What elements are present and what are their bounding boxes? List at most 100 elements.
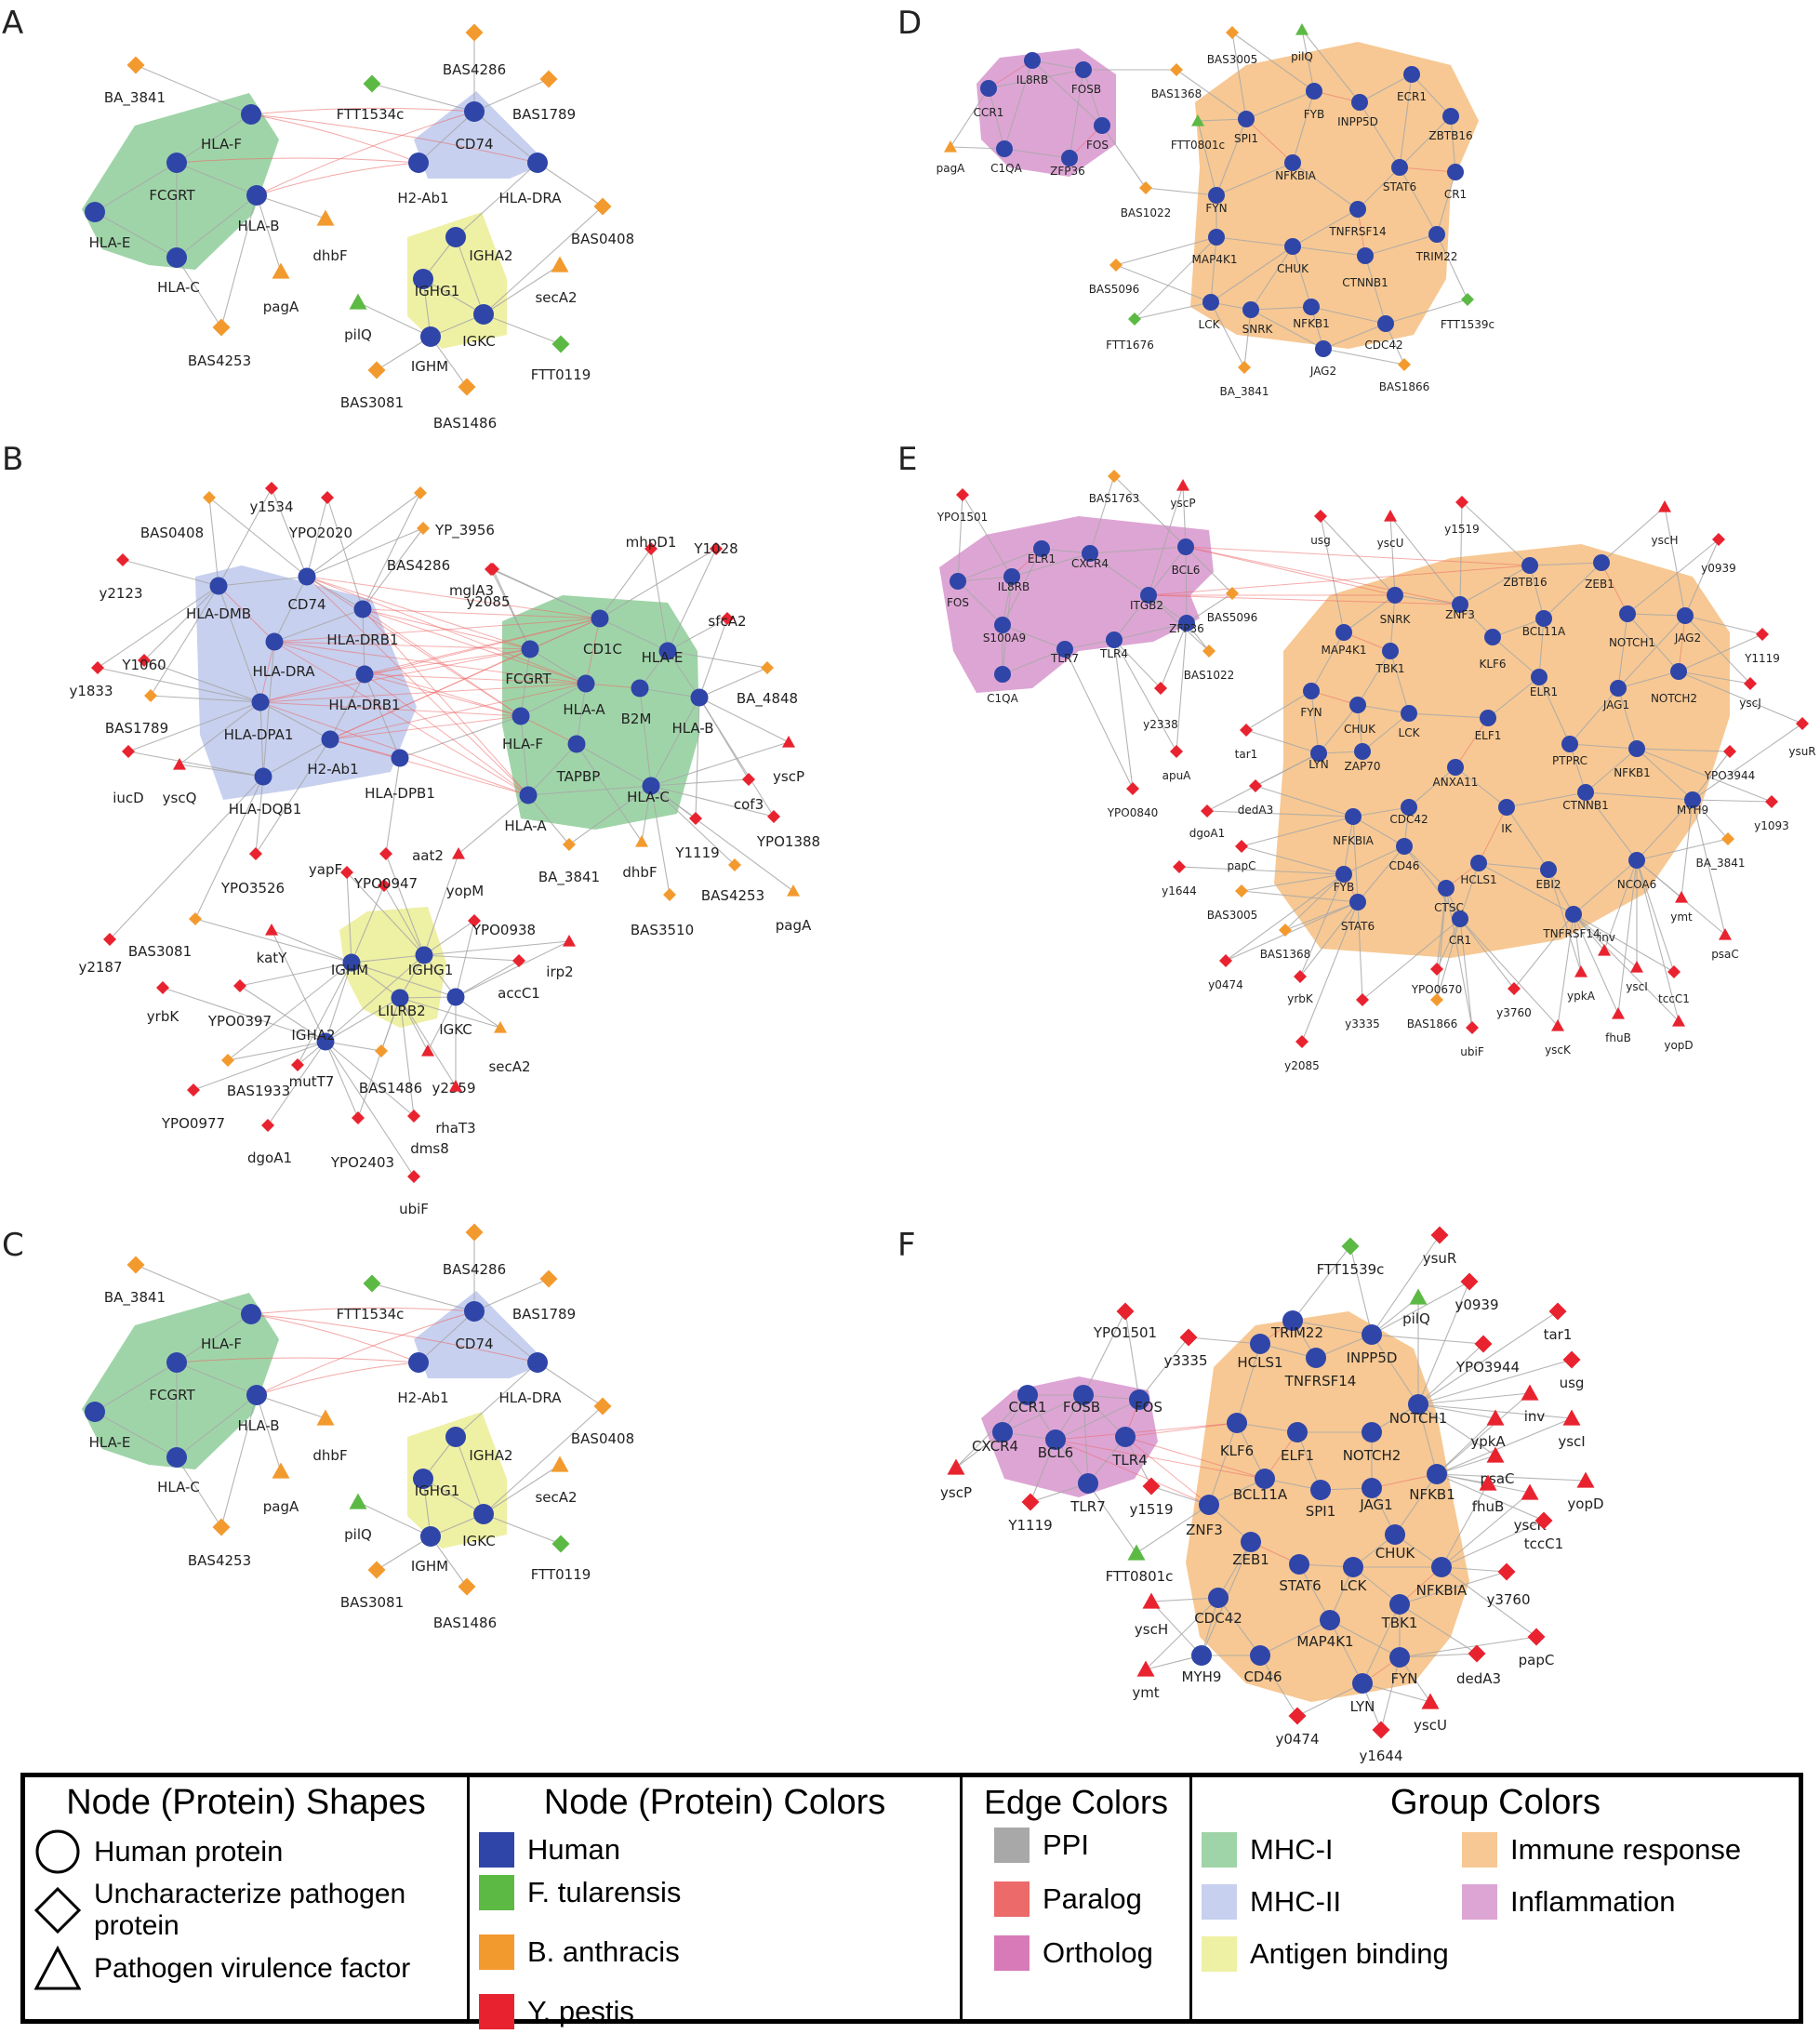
node-label: pilQ <box>1291 50 1313 63</box>
ppi-edge <box>455 1362 538 1438</box>
ppi-edge <box>399 996 457 999</box>
node-label: yscJ <box>1739 697 1761 710</box>
human-protein-node <box>1403 66 1420 83</box>
node-label: BAS1866 <box>1407 1017 1458 1030</box>
node-label: mglA3 <box>449 582 494 599</box>
node-lyn: LYN <box>1309 745 1329 771</box>
ppi-edge <box>1087 1482 1137 1554</box>
legend: Node (Protein) Shapes Human protein Unch… <box>20 1773 1803 2029</box>
node-label: BAS5096 <box>1089 283 1140 296</box>
node-label: ymt <box>1132 1684 1159 1701</box>
node-label: HLA-B <box>237 1417 279 1434</box>
node-label: BAS4253 <box>188 352 251 369</box>
node-y1644: y1644 <box>1162 860 1197 897</box>
group-hull-inflammation <box>939 516 1214 693</box>
node-ccr1: CCR1 <box>974 80 1003 119</box>
human-protein-node <box>1140 587 1157 604</box>
legend-edge-label: Ortholog <box>1043 1936 1153 1969</box>
ppi-edge <box>1664 506 1686 617</box>
ppi-edge <box>1573 913 1680 1022</box>
node-label: YPO3526 <box>220 880 285 897</box>
node-ighm: IGHM <box>411 326 448 375</box>
node-label: BAS1486 <box>433 415 497 432</box>
node-label: CD74 <box>455 1336 493 1352</box>
ppi-edge <box>1115 236 1217 266</box>
human-protein-node <box>246 185 267 206</box>
node-label: CD74 <box>455 136 493 153</box>
ppi-edge <box>1292 1320 1373 1336</box>
node-label: HLA-DRA <box>499 1389 563 1406</box>
ppi-edge <box>1389 650 1410 714</box>
uncharacterized-protein-node <box>563 838 576 851</box>
node-y2187: y2187 <box>78 933 123 976</box>
ppi-edge <box>1441 1566 1537 1638</box>
node-label: STAT6 <box>1341 920 1375 933</box>
node-label: HLA-C <box>157 1479 200 1496</box>
ppi-edge <box>193 1041 326 1091</box>
node-hla-c: HLA-C <box>627 777 670 805</box>
node-label: CXCR4 <box>1071 557 1109 570</box>
paralog-edge <box>1185 546 1396 596</box>
node-label: ypkA <box>1470 1433 1506 1450</box>
ppi-edge <box>1150 1597 1219 1602</box>
ppi-edge <box>1176 622 1188 752</box>
uncharacterized-protein-node <box>1765 795 1778 808</box>
node-nfkb1: NFKB1 <box>1409 1464 1455 1503</box>
node-label: C1QA <box>990 162 1022 175</box>
node-bas3081: BAS3081 <box>340 1561 404 1611</box>
human-protein-node <box>1078 1473 1098 1494</box>
uncharacterized-protein-node <box>1108 470 1121 483</box>
node-label: MAP4K1 <box>1192 253 1238 266</box>
ppi-edge <box>208 497 219 587</box>
ppi-edge <box>1216 236 1294 247</box>
ppi-edge <box>1399 1571 1508 1605</box>
node-h2-ab1: H2-Ab1 <box>397 1352 449 1406</box>
panel-d-groups <box>976 42 1479 349</box>
node-label: BAS3081 <box>340 1594 404 1611</box>
ppi-edge <box>220 194 258 328</box>
node-label: dms8 <box>410 1140 449 1157</box>
ppi-edge <box>208 497 308 578</box>
ppi-edge <box>1389 594 1396 652</box>
ppi-edge <box>306 576 364 610</box>
uncharacterized-protein-node <box>367 361 386 379</box>
node-bas3005: BAS3005 <box>1207 884 1257 922</box>
node-itgb2: ITGB2 <box>1130 587 1163 612</box>
node-label: ANXA11 <box>1433 776 1479 789</box>
ppi-edge <box>1292 246 1312 308</box>
human-protein-node <box>1061 150 1078 166</box>
ppi-edge <box>962 494 1013 578</box>
node-label: H2-Ab1 <box>307 761 358 778</box>
node-label: NFKB1 <box>1614 766 1651 779</box>
ppi-edge <box>1245 729 1320 754</box>
node-fhub: fhuB <box>1472 1474 1504 1515</box>
human-protein-node <box>1427 1464 1447 1484</box>
node-label: y2123 <box>99 585 142 602</box>
ppi-edge <box>1403 845 1461 920</box>
node-label: ZEB1 <box>1232 1551 1269 1568</box>
node-label: y0939 <box>1455 1296 1498 1313</box>
node-bas1866: BAS1866 <box>1379 358 1429 393</box>
node-ftt0801c: FTT0801c <box>1171 114 1225 152</box>
human-protein-node <box>521 640 539 658</box>
node-yscu: yscU <box>1377 510 1403 550</box>
ppi-edge <box>351 884 385 964</box>
node-mhpd1: mhpD1 <box>626 534 676 555</box>
group-hull-mhc1 <box>82 93 279 270</box>
node-seca2: secA2 <box>535 256 578 306</box>
ppi-edge <box>1357 166 1401 210</box>
virulence-factor-node <box>452 847 465 859</box>
human-protein-node <box>1535 610 1552 627</box>
node-igha2: IGHA2 <box>291 1027 336 1051</box>
ppi-edge <box>490 568 601 619</box>
human-protein-node <box>1438 880 1455 897</box>
legend-shape-label: Uncharacterize pathogen protein <box>94 1879 406 1941</box>
node-elr1: ELR1 <box>1530 669 1558 698</box>
human-protein-node <box>1115 1427 1136 1447</box>
node-label: H2-Ab1 <box>397 1389 448 1406</box>
node-chuk: CHUK <box>1375 1524 1415 1562</box>
legend-color-y-pestis: Y. pestis <box>479 1994 707 2029</box>
node-label: TLR7 <box>1050 652 1079 665</box>
node-fyn: FYN <box>1300 683 1322 719</box>
node-label: LILRB2 <box>378 1003 425 1019</box>
